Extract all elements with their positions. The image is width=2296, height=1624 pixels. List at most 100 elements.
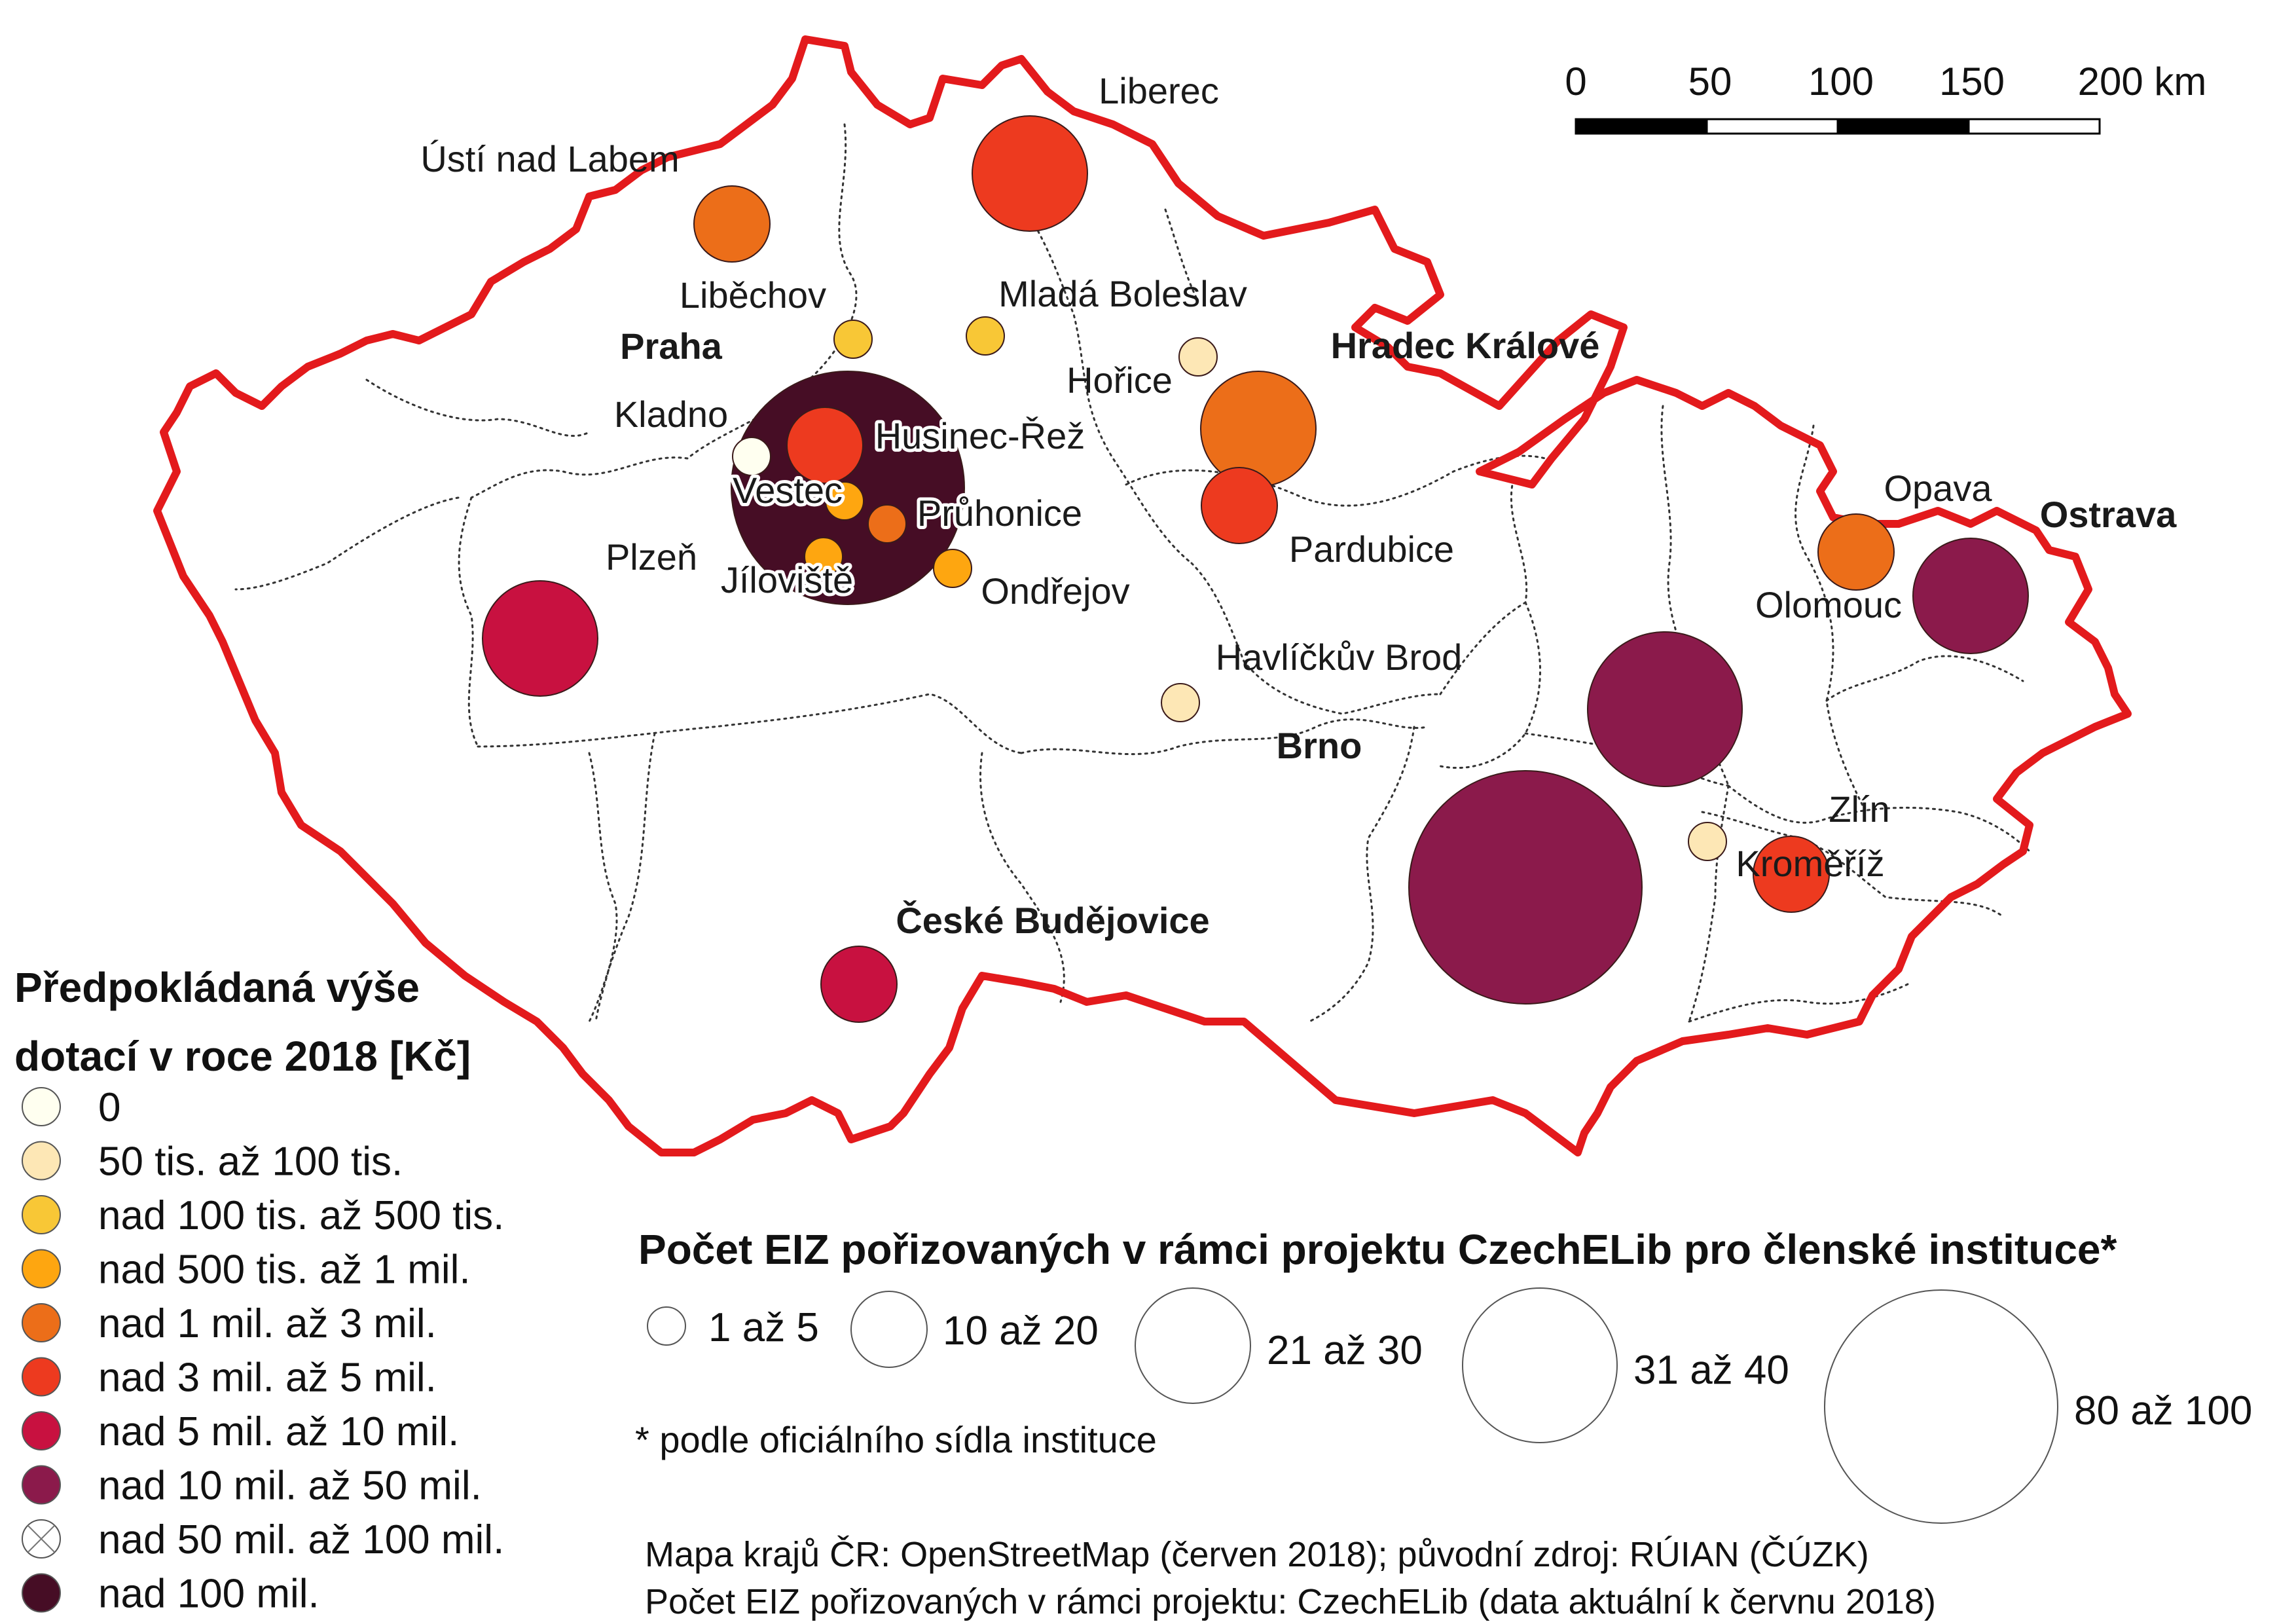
funding-legend-swatch: [22, 1195, 61, 1234]
funding-legend-swatch: [22, 1573, 61, 1613]
institution-bubble-olomouc: [1587, 631, 1743, 787]
size-legend-label: 1 až 5: [708, 1305, 819, 1350]
city-label-olomouc: Olomouc: [1755, 584, 1902, 625]
region-borders: [234, 123, 2031, 1023]
source-line-2: Počet EIZ pořizovaných v rámci projektu:…: [645, 1582, 1936, 1621]
city-label-opava: Opava: [1884, 468, 1993, 509]
scale-tick-label: 150: [1939, 60, 2005, 103]
institution-bubble-havlickuv: [1161, 683, 1200, 722]
scale-segment: [1967, 118, 2101, 135]
city-label-zlin: Zlín: [1829, 788, 1889, 830]
legend-size-note: * podle oficiálního sídla instituce: [635, 1419, 1157, 1460]
city-labels: Liberec Ústí nad Labem Liběchov Mladá Boles…: [420, 70, 2177, 941]
institution-bubble-plzen: [482, 580, 598, 697]
scale-tick-label: 100: [1808, 60, 1874, 103]
funding-legend-label: 0: [98, 1085, 120, 1130]
institution-bubble-pruhonice: [867, 504, 907, 544]
scale-tick-label: 0: [1565, 60, 1586, 103]
city-label-havlickuv: Havlíčkův Brod: [1216, 637, 1463, 678]
capital-label-hradec: Hradec Králové: [1331, 325, 1600, 366]
scale-segment: [1575, 118, 1708, 135]
institution-bubble-zlin: [1688, 822, 1727, 861]
legend-funding-title-line2: dotací v roce 2018 [Kč]: [14, 1033, 471, 1080]
institution-bubble-liberec: [972, 115, 1088, 232]
funding-legend-swatch: [22, 1465, 61, 1505]
city-label-libechov: Liběchov: [680, 274, 826, 316]
size-legend-label: 31 až 40: [1633, 1348, 1789, 1393]
legend-funding-items: 0 50 tis. až 100 tis. nad 100 tis. až 500 …: [22, 1085, 504, 1617]
institution-bubble-brno-b: [1408, 770, 1643, 1005]
scale-tick-label: 50: [1688, 60, 1732, 103]
funding-legend-swatch: [22, 1411, 61, 1450]
scale-segment: [1836, 118, 1970, 135]
size-legend-circle: [1135, 1287, 1251, 1404]
city-label-vestec: Vestec: [733, 470, 843, 511]
size-legend-circle: [1462, 1287, 1618, 1443]
legend-size-title: Počet EIZ pořizovaných v rámci projektu …: [638, 1226, 2117, 1273]
funding-legend-label: 50 tis. až 100 tis.: [98, 1139, 403, 1185]
city-label-horice: Hořice: [1066, 360, 1173, 401]
size-legend-circle: [850, 1291, 928, 1368]
city-label-plzen: Plzeň: [606, 536, 697, 578]
city-label-usti: Ústí nad Labem: [420, 138, 679, 179]
funding-legend-swatch: [22, 1357, 61, 1397]
institution-bubble-jiloviste: [804, 537, 843, 576]
institution-bubble-opava: [1817, 513, 1895, 591]
funding-legend-label: nad 100 tis. až 500 tis.: [98, 1193, 504, 1238]
city-label-kromeriz: Kroměříž: [1736, 843, 1884, 884]
institution-bubble-ondrejov: [933, 549, 972, 588]
city-label-ondrejov: Ondřejov: [981, 570, 1129, 612]
city-label-mlada: Mladá Boleslav: [998, 273, 1247, 314]
institution-bubble-horice: [1178, 337, 1218, 377]
capital-label-praha: Praha: [620, 325, 722, 367]
institution-bubble-ostrava-b: [1912, 538, 2029, 654]
institution-bubble-libechov: [833, 320, 873, 359]
size-legend-circle: [1824, 1289, 2058, 1524]
cross-mark: [27, 1524, 56, 1553]
institution-bubble-mlada: [966, 316, 1005, 356]
funding-legend-label: nad 500 tis. až 1 mil.: [98, 1247, 471, 1293]
institution-bubble-pardubice: [1201, 467, 1278, 544]
legend-size: Počet EIZ pořizovaných v rámci projektu …: [635, 1226, 2252, 1524]
size-legend-label: 80 až 100: [2074, 1388, 2252, 1433]
legend-funding: Předpokládaná výše dotací v roce 2018 [K…: [14, 964, 504, 1617]
funding-legend-label: nad 5 mil. až 10 mil.: [98, 1409, 459, 1454]
city-label-pardubice: Pardubice: [1289, 528, 1454, 570]
institution-bubble-cb: [820, 946, 898, 1023]
institution-bubbles: [482, 115, 2029, 1023]
funding-legend-label: nad 100 mil.: [98, 1572, 319, 1617]
funding-legend-label: nad 10 mil. až 50 mil.: [98, 1464, 482, 1509]
country-border: [153, 35, 2132, 1156]
capital-label-ostrava: Ostrava: [2040, 494, 2177, 535]
funding-legend-swatch: [22, 1141, 61, 1181]
scale-segment: [1705, 118, 1839, 135]
city-label-pruhonice: Průhonice: [917, 492, 1082, 534]
city-label-jiloviste: Jíloviště: [721, 559, 853, 600]
size-legend-label: 10 až 20: [943, 1308, 1099, 1354]
size-legend-circle: [647, 1306, 686, 1346]
institution-bubble-kromeriz: [1753, 836, 1830, 913]
city-label-husinec: Husinec-Řež: [875, 415, 1085, 456]
source-line-1: Mapa krajů ČR: OpenStreetMap (červen 201…: [645, 1535, 1869, 1574]
scale-bar: 0 50 100 150 200 km: [1565, 60, 2207, 135]
institution-bubble-husinec: [786, 407, 864, 484]
institution-bubble-kladno: [732, 437, 771, 476]
funding-legend-label: nad 1 mil. až 3 mil.: [98, 1301, 437, 1346]
city-label-liberec: Liberec: [1099, 70, 1219, 111]
funding-legend-swatch: [22, 1087, 61, 1126]
funding-legend-label: nad 50 mil. až 100 mil.: [98, 1517, 504, 1562]
scale-tick-label: 200 km: [2078, 60, 2207, 103]
funding-legend-swatch: [22, 1303, 61, 1342]
institution-bubble-vestec: [825, 481, 864, 521]
funding-legend-swatch: [22, 1249, 61, 1289]
institution-bubble-usti: [693, 185, 771, 263]
capital-label-brno: Brno: [1277, 725, 1362, 766]
source-notes: Mapa krajů ČR: OpenStreetMap (červen 201…: [645, 1535, 1936, 1621]
legend-funding-title-line1: Předpokládaná výše: [14, 964, 420, 1011]
city-label-kladno: Kladno: [614, 394, 728, 435]
size-legend-label: 21 až 30: [1267, 1328, 1423, 1373]
funding-legend-label: nad 3 mil. až 5 mil.: [98, 1356, 437, 1401]
capital-label-budejovice: České Budějovice: [896, 900, 1209, 941]
institution-bubble-hk: [1200, 371, 1317, 487]
